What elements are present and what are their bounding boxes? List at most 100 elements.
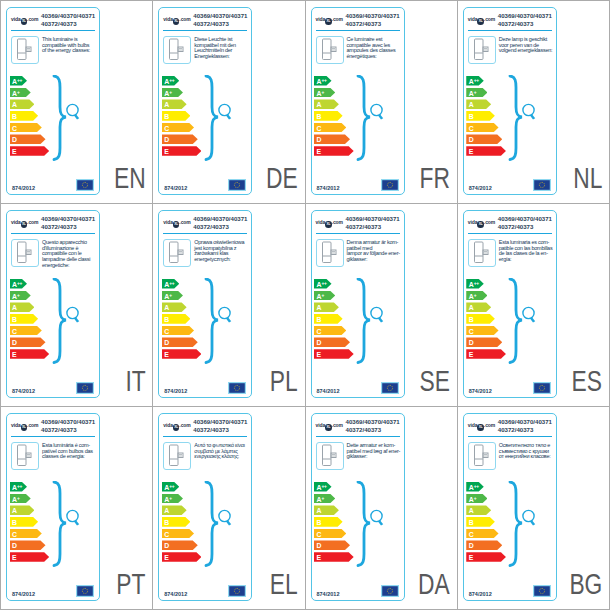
energy-label-cell-da: vidaXL.com 40369/40370/40371 40372/40373… bbox=[306, 407, 457, 609]
description-row: Dette armatur er kom- patibel med læg af… bbox=[316, 442, 400, 470]
energy-class-letter: B bbox=[12, 316, 17, 323]
luminaire-pictogram bbox=[316, 442, 344, 470]
energy-class-letter: C bbox=[469, 531, 474, 538]
energy-class-letter: A bbox=[12, 508, 17, 515]
model-numbers: 40369/40370/40371 40372/40373 bbox=[192, 214, 247, 230]
regulation-number: 874/2012 bbox=[12, 388, 35, 394]
header-divider bbox=[163, 436, 247, 437]
regulation-number: 874/2012 bbox=[317, 388, 340, 394]
model-numbers: 40369/40370/40371 40372/40373 bbox=[497, 214, 552, 230]
energy-class-arrow-a+: A+ bbox=[10, 291, 31, 301]
vidaxl-logo-suffix: .com bbox=[484, 422, 495, 428]
energy-class-arrow-c: C bbox=[162, 326, 194, 336]
energy-class-letter: D bbox=[317, 137, 322, 144]
energy-class-letter: C bbox=[164, 125, 169, 132]
vidaxl-logo: vidaXL.com bbox=[11, 16, 40, 25]
card-header: vidaXL.com 40369/40370/40371 40372/40373 bbox=[316, 214, 400, 230]
card-header: vidaXL.com 40369/40370/40371 40372/40373 bbox=[11, 417, 95, 433]
energy-class-plus: + bbox=[321, 90, 324, 95]
energy-class-arrow-b: B bbox=[162, 111, 191, 121]
energy-class-letter: A bbox=[469, 508, 474, 515]
card-header: vidaXL.com 40369/40370/40371 40372/40373 bbox=[163, 214, 247, 230]
energy-class-letter: B bbox=[317, 519, 322, 526]
energy-class-plus: ++ bbox=[474, 281, 479, 286]
compatibility-text: Ce luminaire est compatible avec les amp… bbox=[347, 36, 396, 64]
model-numbers: 40369/40370/40371 40372/40373 bbox=[40, 214, 95, 230]
brace-and-bulb-graphic bbox=[353, 481, 399, 573]
compatibility-text: Denna armatur är kom- patibel med lampor… bbox=[347, 239, 400, 267]
energy-class-plus: ++ bbox=[17, 484, 22, 489]
energy-class-arrow-a+: A+ bbox=[466, 494, 487, 504]
description-row: Denna armatur är kom- patibel med lampor… bbox=[316, 239, 400, 267]
energy-class-arrow-a++: A++ bbox=[466, 482, 484, 492]
energy-class-letter: E bbox=[12, 554, 17, 561]
brace-and-bulb-graphic bbox=[505, 278, 551, 370]
energy-class-letter: E bbox=[469, 554, 474, 561]
vidaxl-logo: vidaXL.com bbox=[316, 219, 345, 228]
energy-class-arrow-a++: A++ bbox=[314, 482, 332, 492]
energy-class-arrow-a: A bbox=[162, 99, 187, 109]
language-code: PL bbox=[270, 366, 298, 396]
eu-flag-icon bbox=[228, 382, 246, 394]
energy-label-card: vidaXL.com 40369/40370/40371 40372/40373… bbox=[311, 413, 405, 601]
header-divider bbox=[468, 436, 552, 437]
language-code: ES bbox=[572, 366, 602, 396]
energy-class-arrow-a: A bbox=[10, 302, 35, 312]
energy-class-arrow-b: B bbox=[466, 517, 495, 527]
eu-flag-icon bbox=[76, 382, 94, 394]
energy-class-arrow-d: D bbox=[466, 540, 502, 550]
regulation-number: 874/2012 bbox=[164, 185, 187, 191]
vidaxl-logo-suffix: .com bbox=[179, 219, 190, 225]
energy-class-letter: D bbox=[12, 137, 17, 144]
energy-class-arrow-a+: A+ bbox=[10, 494, 31, 504]
description-row: This luminaire is compatible with bulbs … bbox=[11, 36, 95, 64]
vidaxl-logo-suffix: .com bbox=[332, 422, 343, 428]
vidaxl-logo: vidaXL.com bbox=[163, 16, 192, 25]
energy-class-arrow-a: A bbox=[314, 505, 339, 515]
energy-class-arrow-e: E bbox=[466, 146, 506, 156]
energy-class-arrow-e: E bbox=[466, 552, 506, 562]
energy-class-plus: ++ bbox=[321, 281, 326, 286]
header-divider bbox=[316, 233, 400, 234]
energy-scale: A++A+ABCDE bbox=[10, 279, 97, 365]
eu-flag-icon bbox=[533, 179, 551, 191]
model-numbers: 40369/40370/40371 40372/40373 bbox=[345, 417, 400, 433]
regulation-number: 874/2012 bbox=[317, 185, 340, 191]
energy-class-arrow-c: C bbox=[10, 529, 42, 539]
energy-class-arrow-a+: A+ bbox=[314, 291, 335, 301]
energy-class-letter: C bbox=[164, 328, 169, 335]
vidaxl-logo: vidaXL.com bbox=[468, 16, 497, 25]
energy-class-letter: C bbox=[469, 328, 474, 335]
energy-class-plus: ++ bbox=[17, 281, 22, 286]
compatibility-text: Αυτό το φωτιστικό είναι συμβατό με λάμπε… bbox=[194, 442, 244, 470]
regulation-number: 874/2012 bbox=[164, 388, 187, 394]
brace-and-bulb-graphic bbox=[353, 75, 399, 167]
energy-class-arrow-e: E bbox=[10, 552, 50, 562]
card-header: vidaXL.com 40369/40370/40371 40372/40373 bbox=[163, 11, 247, 27]
energy-class-arrow-b: B bbox=[466, 111, 495, 121]
energy-class-arrow-a++: A++ bbox=[162, 76, 180, 86]
energy-class-letter: C bbox=[12, 125, 17, 132]
energy-class-arrow-a+: A+ bbox=[466, 88, 487, 98]
energy-class-arrow-e: E bbox=[162, 349, 202, 359]
energy-class-letter: A bbox=[164, 305, 169, 312]
energy-class-plus: + bbox=[17, 293, 20, 298]
energy-class-letter: E bbox=[164, 148, 169, 155]
energy-class-letter: A bbox=[469, 102, 474, 109]
description-row: Oprawa oświetleniowa jest kompatybilna z… bbox=[163, 239, 247, 267]
brace-and-bulb-graphic bbox=[353, 278, 399, 370]
energy-class-arrow-d: D bbox=[314, 134, 350, 144]
energy-class-letter: D bbox=[164, 543, 169, 550]
energy-class-arrow-a+: A+ bbox=[162, 291, 183, 301]
eu-flag-icon bbox=[76, 179, 94, 191]
energy-class-arrow-b: B bbox=[10, 111, 39, 121]
energy-class-arrow-a++: A++ bbox=[10, 279, 28, 289]
energy-class-arrow-d: D bbox=[162, 337, 198, 347]
card-footer: 874/2012 bbox=[469, 179, 551, 191]
energy-class-letter: D bbox=[317, 543, 322, 550]
luminaire-pictogram bbox=[163, 36, 191, 64]
energy-class-arrow-b: B bbox=[162, 517, 191, 527]
model-numbers: 40369/40370/40371 40372/40373 bbox=[345, 214, 400, 230]
vidaxl-logo-prefix: vida bbox=[163, 422, 173, 428]
energy-class-arrow-d: D bbox=[10, 337, 46, 347]
